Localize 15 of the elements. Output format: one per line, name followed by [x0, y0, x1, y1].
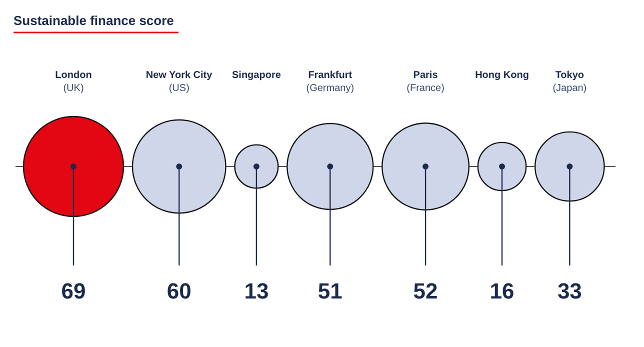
- text: Sustainable finance score: [14, 13, 174, 28]
- category-label: Frankfurt (Germany): [306, 70, 354, 94]
- data-label: 33: [557, 278, 582, 304]
- category-label: London (UK): [55, 70, 92, 94]
- data-label: 51: [318, 278, 342, 304]
- data-label: 16: [490, 278, 514, 304]
- data-label: 52: [413, 278, 438, 304]
- data-label: 13: [244, 278, 269, 304]
- category-label: Tokyo (Japan): [552, 70, 587, 94]
- category-label: Hong Kong: [475, 70, 529, 81]
- data-label: 60: [166, 278, 192, 304]
- category-label: Paris (France): [406, 70, 444, 94]
- data-label: 69: [61, 278, 86, 304]
- category-label: Singapore: [232, 70, 282, 81]
- category-label: New York City (US): [146, 70, 213, 94]
